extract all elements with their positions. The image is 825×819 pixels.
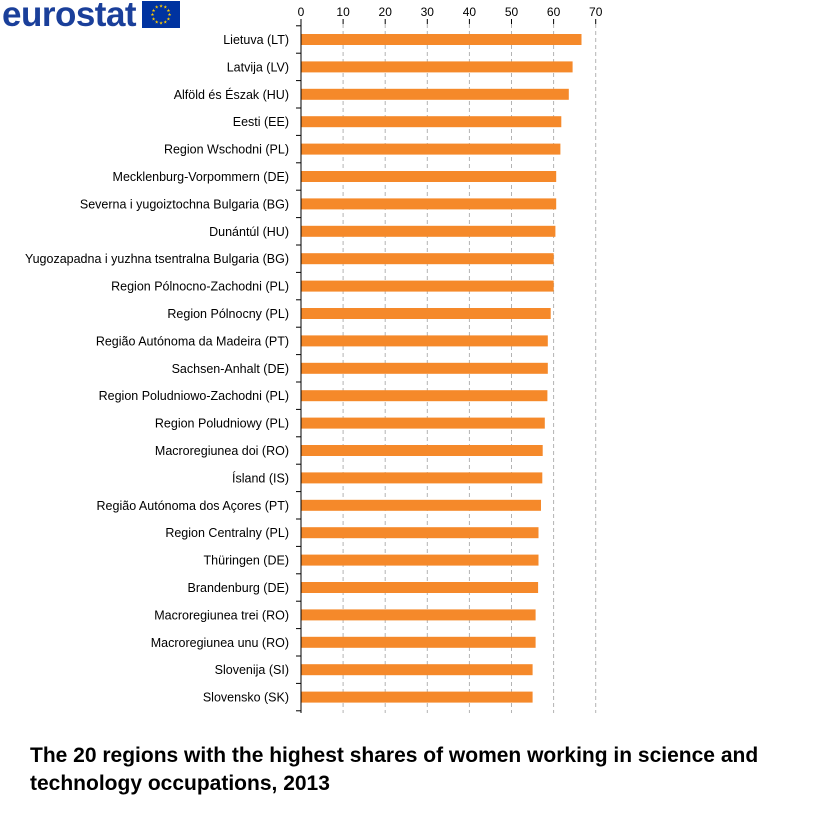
category-label: Região Autónoma dos Açores (PT) [97,499,289,513]
bar-chart: 0 10 20 30 40 50 60 70 Lietuva (LT) Latvija (LV) A… [25,5,603,713]
x-tick-label: 50 [505,5,519,19]
eu-flag-icon: ★ ★★★★★★★★★★★ [142,1,181,28]
flag-star: ★ [163,5,167,11]
category-label: Alföld és Észak (HU) [174,87,289,102]
x-tick-label: 30 [421,5,435,19]
bar [301,280,554,292]
logo-text: eurostat [2,0,137,34]
bar [301,390,548,402]
category-label: Latvija (LV) [227,60,289,74]
category-label: Region Poludniowo-Zachodni (PL) [99,389,289,403]
bar [301,61,573,73]
bar [301,253,554,265]
bar [301,554,539,566]
bar [301,582,539,593]
flag-star: ★ [159,21,163,27]
bar [301,34,582,45]
category-label: Ísland (IS) [232,470,289,485]
x-tick-label: 20 [379,5,393,19]
flag-star: ★ [166,16,170,22]
chart-title: The 20 regions with the highest shares o… [30,744,759,795]
x-tick-label: 40 [463,5,477,19]
bar [301,636,536,648]
category-label: Brandenburg (DE) [188,581,289,595]
bar [301,691,533,703]
eurostat-logo: eurostat ★ ★ ★ ★ ★ ★ ★ ★ ★ ★ ★ ★ [2,0,181,34]
flag-star: ★ [150,12,154,18]
category-label: Mecklenburg-Vorpommern (DE) [113,170,289,184]
flag-star: ★ [163,20,167,26]
flag-star: ★ [155,20,159,26]
bar [301,335,548,347]
x-tick-label: 70 [589,5,603,19]
category-label: Region Wschodni (PL) [164,143,289,157]
flag-star: ★ [152,8,156,14]
x-tick-label: 0 [298,5,305,19]
bar [301,362,548,374]
category-label: Macroregiunea trei (RO) [154,608,289,622]
category-label: Macroregiunea unu (RO) [151,636,289,650]
bar [301,664,533,676]
flag-star: ★ [159,4,163,10]
category-label: Lietuva (LT) [223,33,289,47]
bar [301,527,539,539]
bar [301,116,562,128]
category-label: Região Autónoma da Madeira (PT) [96,334,289,348]
bar [301,417,545,429]
category-label: Slovensko (SK) [203,691,289,705]
flag-background [142,1,181,28]
flag-star: ★ [168,12,172,18]
bar [301,225,556,237]
x-tick-label: 60 [547,5,561,19]
bar [301,171,557,182]
bar [301,198,557,210]
category-label: Region Pólnocno-Zachodni (PL) [111,280,289,294]
flag-star: ★ [155,5,159,11]
bar [301,445,543,456]
bar [301,609,536,621]
category-label: Region Poludniowy (PL) [155,417,289,431]
x-tick-label: 10 [336,5,350,19]
category-label: Region Pólnocny (PL) [167,307,289,321]
category-label: Yugozapadna i yuzhna tsentralna Bulgaria… [25,252,289,266]
category-label: Sachsen-Anhalt (DE) [172,362,289,376]
category-label: Thüringen (DE) [204,554,289,568]
bar [301,499,541,511]
category-label: Eesti (EE) [233,115,289,129]
category-label: Region Centralny (PL) [165,526,289,540]
category-label: Dunántúl (HU) [209,225,289,239]
category-label: Slovenija (SI) [215,663,289,677]
bar [301,308,551,319]
category-label: Severna i yugoiztochna Bulgaria (BG) [80,197,289,211]
category-label: Macroregiunea doi (RO) [155,444,289,458]
bar [301,143,561,155]
flag-star: ★ [166,8,170,14]
flag-star: ★ [152,16,156,22]
bar [301,88,569,100]
bar [301,472,543,484]
